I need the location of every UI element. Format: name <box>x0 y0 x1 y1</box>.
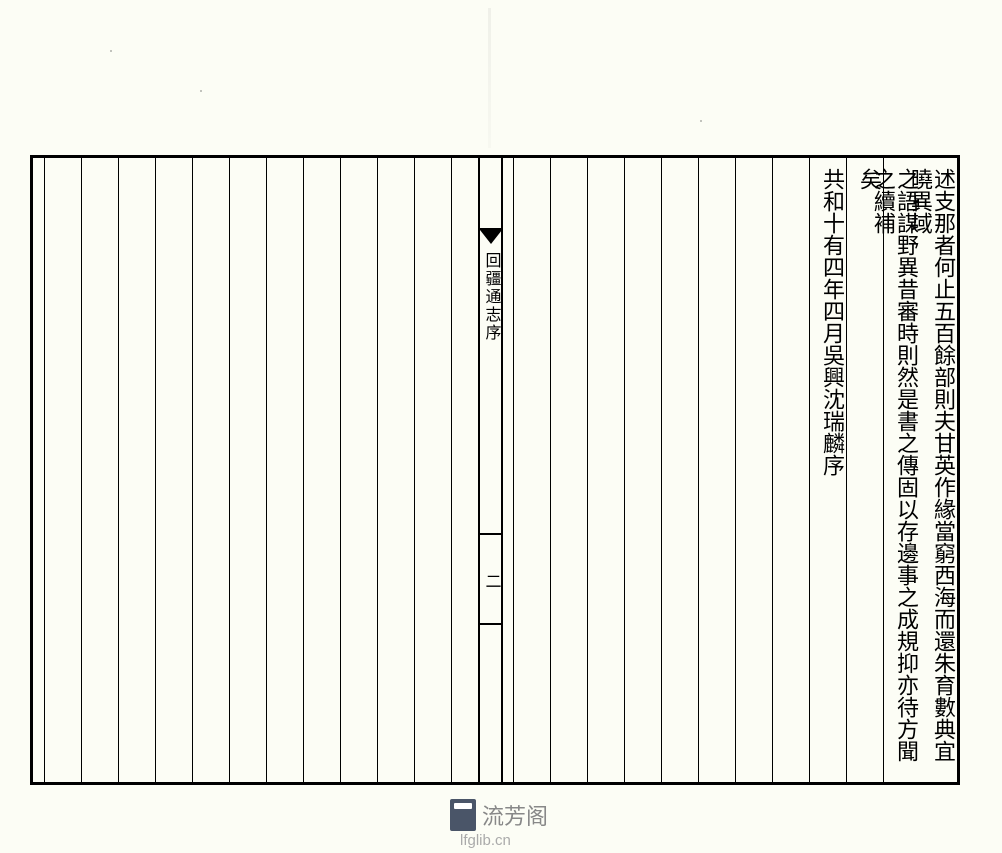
column-r8 <box>661 158 698 782</box>
column-r4: 共和十有四年四月吳興沈瑞麟序 <box>809 158 846 782</box>
fishtail-icon <box>480 230 502 244</box>
spine-border-right <box>501 158 503 782</box>
column-r11 <box>550 158 587 782</box>
column-l7 <box>229 158 266 782</box>
dust-spot <box>110 50 112 52</box>
column-l11 <box>81 158 118 782</box>
column-l5 <box>303 158 340 782</box>
column-l10 <box>118 158 155 782</box>
dust-spot <box>700 120 702 122</box>
column-l6 <box>266 158 303 782</box>
watermark-url: lfglib.cn <box>460 832 511 849</box>
spine-title: 回疆通志序 <box>479 252 503 342</box>
page-fold-shadow <box>488 8 491 148</box>
column-l12 <box>44 158 81 782</box>
spine-rule-bottom <box>478 623 503 625</box>
spine-border-left <box>478 158 480 782</box>
column-l9 <box>155 158 192 782</box>
column-l8 <box>192 158 229 782</box>
watermark-text: 流芳阁 <box>482 799 548 831</box>
spine-rule-mid <box>478 533 503 535</box>
column-r7 <box>698 158 735 782</box>
column-r12 <box>513 158 550 782</box>
center-spine: 回疆通志序 二 <box>478 158 503 782</box>
column-l2 <box>414 158 451 782</box>
dust-spot <box>200 90 202 92</box>
column-r2: 之語謀野異昔審時則然是書之傳固以存邊事之成規抑亦待方聞之續補 <box>883 158 920 782</box>
column-l3 <box>377 158 414 782</box>
column-l4 <box>340 158 377 782</box>
column-r5 <box>772 158 809 782</box>
watermark-book-icon <box>450 799 476 831</box>
column-r10 <box>587 158 624 782</box>
page-container: 述支那者何止五百餘部則夫甘英作緣當窮西海而還朱育數典宜曉異域 之語謀野異昔審時則… <box>0 0 1002 853</box>
column-r9 <box>624 158 661 782</box>
column-r3: 矣 <box>846 158 883 782</box>
column-r6 <box>735 158 772 782</box>
column-r1: 述支那者何止五百餘部則夫甘英作緣當窮西海而還朱育數典宜曉異域 <box>920 158 957 782</box>
page-number: 二 <box>479 573 503 589</box>
watermark: 流芳阁 <box>450 799 548 831</box>
spine-rule-top <box>478 228 503 230</box>
